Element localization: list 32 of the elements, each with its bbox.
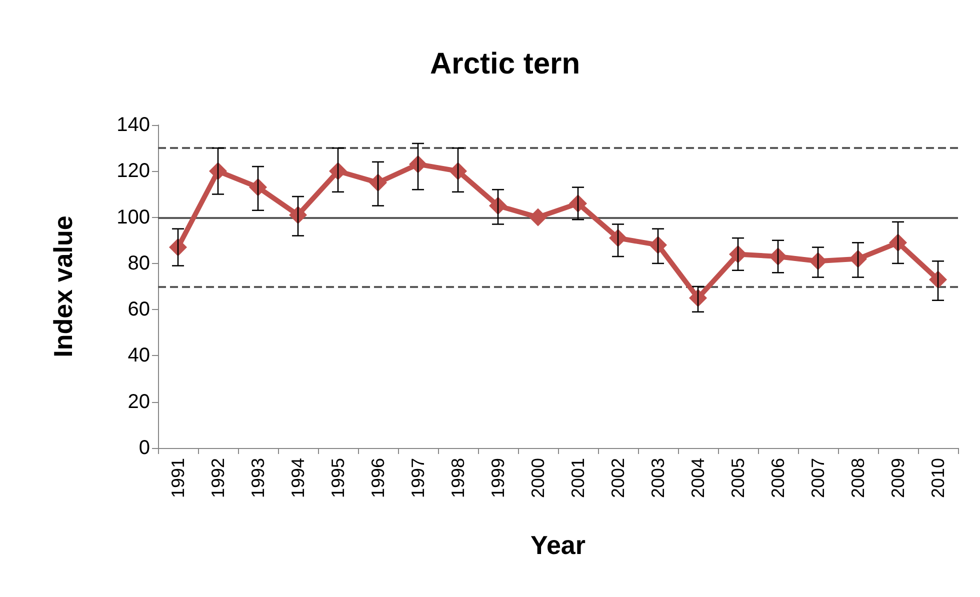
x-tick-label: 1996	[368, 458, 388, 498]
y-axis-title: Index value	[48, 216, 78, 358]
x-tick-label: 2010	[928, 458, 948, 498]
chart-title: Arctic tern	[430, 48, 580, 80]
x-tick-label: 1992	[208, 458, 228, 498]
x-tick-label: 2005	[728, 458, 748, 498]
y-tick-label: 60	[128, 298, 150, 321]
x-tick-label: 2007	[808, 458, 828, 498]
x-tick-label: 2006	[768, 458, 788, 498]
x-tick-label: 1998	[448, 458, 468, 498]
x-tick-label: 2009	[888, 458, 908, 498]
y-tick-label: 20	[128, 390, 150, 413]
x-tick-label: 1993	[248, 458, 268, 498]
x-tick-label: 2002	[608, 458, 628, 498]
point	[529, 208, 547, 226]
x-tick-label: 2003	[648, 458, 668, 498]
x-tick-label: 1991	[168, 458, 188, 498]
x-tick-label: 1995	[328, 458, 348, 498]
y-tick-label: 0	[138, 437, 150, 459]
x-tick-label: 2000	[528, 458, 548, 498]
y-tick-label: 100	[116, 206, 150, 228]
x-tick-label: 1997	[408, 458, 428, 498]
x-axis-title: Year	[530, 530, 586, 560]
x-tick-label: 2004	[688, 458, 708, 498]
x-tick-label: 1999	[488, 458, 508, 498]
x-tick-label: 1994	[288, 458, 308, 498]
x-tick-label: 2001	[568, 458, 588, 498]
y-tick-label: 40	[128, 344, 150, 367]
y-tick-label: 80	[128, 252, 150, 274]
y-tick-label: 120	[116, 160, 150, 182]
x-tick-label: 2008	[848, 458, 868, 498]
y-tick-label: 140	[116, 114, 150, 136]
